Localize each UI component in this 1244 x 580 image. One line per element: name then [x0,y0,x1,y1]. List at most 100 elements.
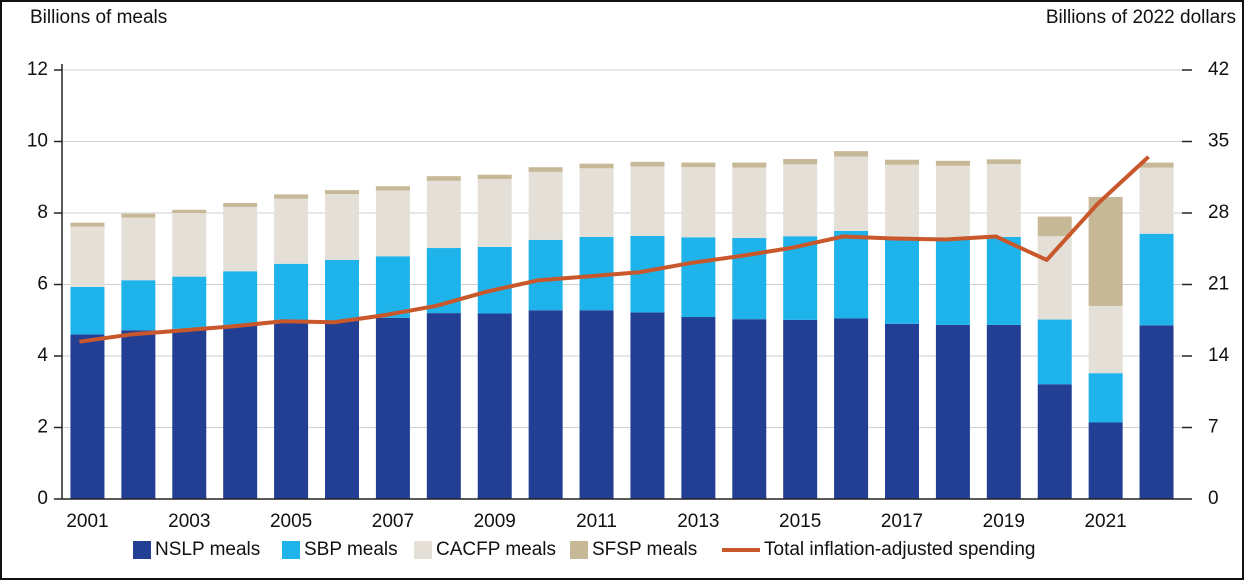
legend-label: Total inflation-adjusted spending [764,539,1035,560]
bar-segment [375,256,410,318]
x-tick-label: 2013 [677,511,719,532]
bar-segment [732,167,767,239]
legend-label: SFSP meals [592,539,697,560]
y2-tick-label: 0 [1208,488,1219,509]
bar-segment [885,238,919,324]
bar-segment [986,164,1021,237]
bar-segment [732,162,767,168]
y2-axis-label: Billions of 2022 dollars [1046,7,1236,28]
bar-segment [325,190,359,195]
bar-segment [630,312,665,499]
y-tick-label: 8 [37,202,48,223]
bar-segment [986,159,1021,165]
y2-tick-label: 42 [1208,59,1229,80]
bar-segment [1088,196,1123,306]
bar-segment [477,179,512,247]
bar-segment [732,238,767,320]
bar-segment [477,246,512,314]
bar-segment [375,190,410,257]
bar-segment [172,209,207,213]
x-tick-label: 2021 [1084,511,1126,532]
bar-segment [1088,373,1123,423]
y2-tick-label: 7 [1208,417,1219,438]
bar-segment [70,287,105,335]
bar-segment [579,310,614,499]
bar-segment [223,324,258,499]
bar-segment [935,165,970,240]
legend-swatch [282,541,300,559]
x-tick-label: 2015 [779,511,821,532]
bar-segment [223,202,258,207]
bar-segment [1088,422,1123,499]
y-tick-label: 2 [37,417,48,438]
bar-segment [375,186,410,191]
bar-segment [121,213,156,218]
bar-segment [528,239,563,311]
bar-segment [121,330,156,499]
legend-swatch [570,541,588,559]
y-tick-label: 12 [27,59,48,80]
line [79,155,1150,344]
bar-segment [834,156,869,231]
bar-segment [630,161,665,167]
bar-segment [70,222,105,227]
legend-label: SBP meals [304,539,398,560]
bar-segment [935,239,970,325]
bar-segment [528,171,563,240]
legend-label: NSLP meals [155,539,260,560]
bar-segment [172,328,207,499]
bar-segment [834,318,869,499]
bar-segment [1037,319,1072,385]
bar-segment [783,319,818,499]
bar-segment [274,198,309,264]
bar-segment [223,271,258,325]
bar-segment [477,174,512,180]
bar-segment [885,323,919,499]
bar-segment [1139,325,1174,499]
bar-segment [274,194,309,199]
bar-segment [426,313,461,499]
y2-tick-label: 28 [1208,202,1229,223]
bar-segment [375,317,410,499]
y-tick-label: 6 [37,274,48,295]
bar-segment [426,180,461,249]
x-tick-label: 2011 [576,511,617,532]
bar-segment [172,276,207,329]
bar-segment [681,317,716,499]
bar-segment [172,213,207,277]
bar-segment [325,320,359,499]
bar-segment [1037,384,1072,499]
bar-segment [70,226,105,288]
bar-segment [834,151,869,157]
y-tick-label: 0 [37,488,48,509]
y2-tick-label: 35 [1208,131,1229,152]
bar-segment [681,237,716,318]
bar-segment [681,162,716,168]
x-tick-label: 2007 [372,511,414,532]
legend-swatch [133,541,151,559]
bar-segment [528,167,563,172]
bar-segment [783,159,818,165]
bar-segment [885,164,919,239]
bar-segment [1037,216,1072,237]
bar-segment [579,163,614,169]
y-tick-label: 10 [27,131,48,152]
bar-segment [783,164,818,237]
x-tick-label: 2003 [168,511,210,532]
legend-swatch [414,541,432,559]
x-tick-label: 2005 [270,511,312,532]
x-tick-label: 2009 [474,511,516,532]
bar-segment [1139,167,1174,234]
bar-segment [274,263,309,322]
bar-segment [325,259,359,321]
bar-segment [834,230,869,319]
x-tick-label: 2017 [881,511,923,532]
y-tick-label: 4 [37,345,48,366]
bar-segment [325,194,359,260]
bar-segment [630,166,665,236]
bar-segment [579,168,614,237]
bar-segment [935,160,970,166]
bar-segment [223,206,258,272]
